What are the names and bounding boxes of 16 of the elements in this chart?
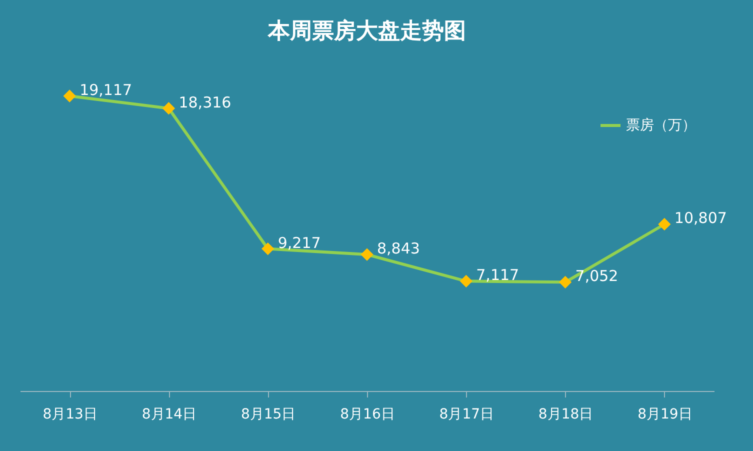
data-label: 18,316	[178, 93, 232, 112]
data-label: 19,117	[80, 81, 132, 99]
x-tick-label: 8月18日	[538, 406, 594, 422]
legend-label: 票房（万）	[626, 118, 696, 134]
x-tick-label: 8月15日	[240, 406, 296, 422]
data-label: 7,052	[575, 267, 618, 286]
chart-title: 本周票房大盘走势图	[267, 18, 466, 44]
data-label: 7,117	[476, 266, 520, 284]
data-label: 10,807	[674, 209, 727, 228]
data-label: 8,843	[377, 240, 420, 258]
x-tick-label: 8月13日	[42, 406, 98, 422]
x-tick-label: 8月14日	[142, 406, 197, 422]
x-tick-label: 8月17日	[439, 406, 494, 422]
x-tick-label: 8月16日	[340, 406, 395, 422]
data-label: 9,217	[278, 234, 321, 252]
x-tick-label: 8月19日	[638, 406, 692, 422]
